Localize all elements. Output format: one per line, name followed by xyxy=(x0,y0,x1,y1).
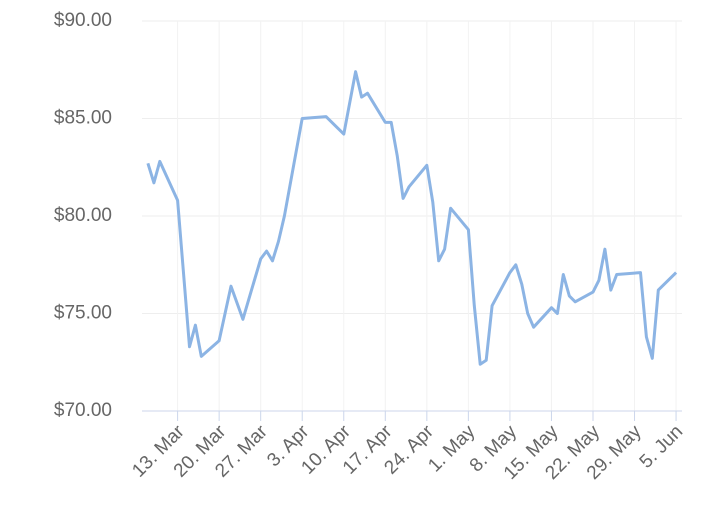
x-tick-label: 5. Jun xyxy=(636,421,687,472)
y-tick-label: $90.00 xyxy=(54,10,112,31)
y-tick-label: $75.00 xyxy=(54,303,112,324)
price-line xyxy=(146,70,678,366)
y-tick-label: $85.00 xyxy=(54,108,112,129)
y-tick-label: $70.00 xyxy=(54,400,112,421)
y-tick-label: $80.00 xyxy=(54,205,112,226)
